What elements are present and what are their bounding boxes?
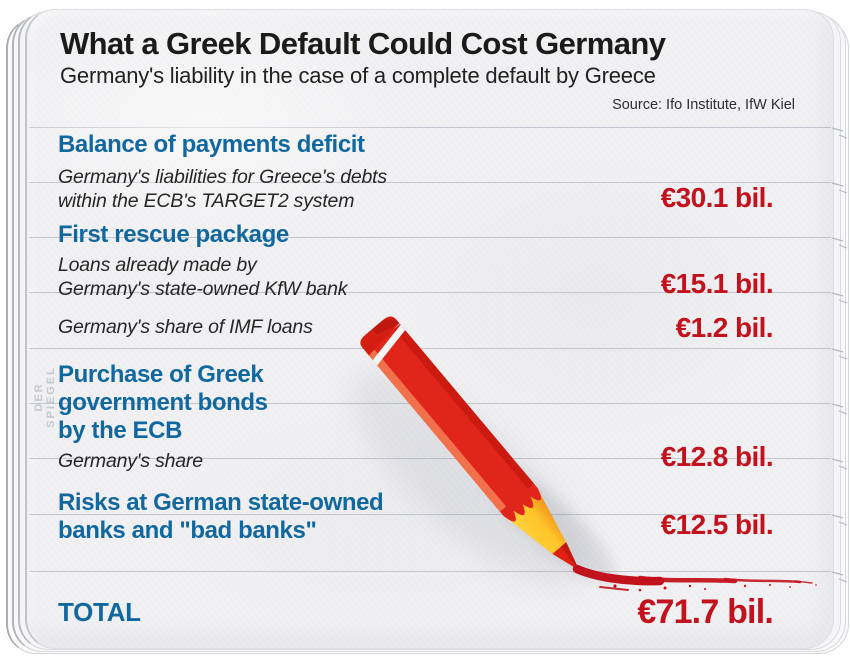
value-target2: €30.1 bil. <box>660 182 774 213</box>
ruled-line <box>29 348 831 349</box>
total-value: €71.7 bil. <box>637 593 773 631</box>
section-heading-rescue: First rescue package <box>58 221 289 248</box>
ruled-line <box>29 292 831 293</box>
section-heading-bonds: government bonds <box>58 389 268 416</box>
ruled-line <box>29 571 831 572</box>
ruled-line <box>29 237 831 238</box>
page-title: What a Greek Default Could Cost Germany <box>60 26 666 61</box>
der-spiegel-credit: DER SPIEGEL <box>33 366 57 428</box>
value-imf: €1.2 bil. <box>675 312 774 343</box>
section-desc: Loans already made by <box>58 254 257 276</box>
ruled-line <box>29 182 831 183</box>
section-desc-imf: Germany's share of IMF loans <box>58 316 313 338</box>
ruled-line <box>29 127 831 128</box>
value-bonds: €12.8 bil. <box>660 441 774 472</box>
section-desc: within the ECB's TARGET2 system <box>58 190 355 212</box>
section-heading-target2: Balance of payments deficit <box>58 131 365 158</box>
section-heading-bonds: Purchase of Greek <box>58 361 264 388</box>
section-desc: Germany's share <box>58 450 203 472</box>
value-rescue: €15.1 bil. <box>660 268 774 299</box>
section-heading-banks: Risks at German state-owned <box>58 489 384 516</box>
section-desc: Germany's state-owned KfW bank <box>58 278 348 300</box>
section-heading-banks: banks and "bad banks" <box>58 517 317 544</box>
page-subtitle: Germany's liability in the case of a com… <box>60 63 656 88</box>
section-heading-bonds: by the ECB <box>58 417 183 444</box>
total-label: TOTAL <box>58 597 141 627</box>
value-banks: €12.5 bil. <box>660 509 774 540</box>
section-desc: Germany's liabilities for Greece's debts <box>58 166 387 188</box>
source-credit: Source: Ifo Institute, IfW Kiel <box>612 97 795 113</box>
